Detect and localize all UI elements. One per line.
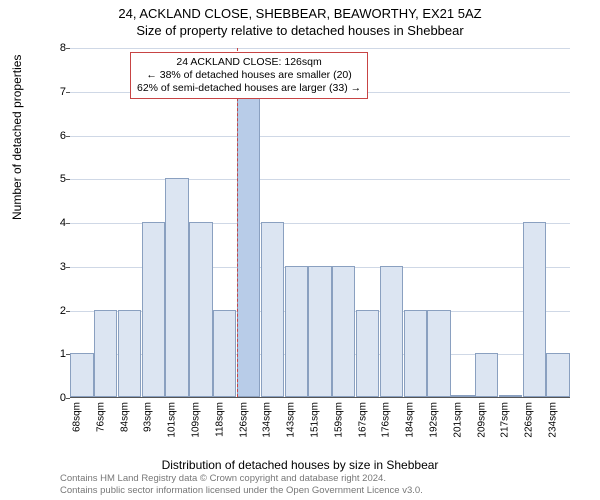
footer-line2: Contains public sector information licen…	[60, 485, 423, 496]
x-tick-label: 201sqm	[452, 402, 463, 438]
x-tick-label: 93sqm	[143, 402, 154, 432]
histogram-bar	[285, 266, 308, 397]
y-tick-label: 1	[48, 348, 66, 360]
y-tick-label: 4	[48, 217, 66, 229]
y-tick-mark	[66, 136, 70, 137]
plot-area: 01234567868sqm76sqm84sqm93sqm101sqm109sq…	[70, 48, 570, 398]
histogram-bar-highlighted	[237, 91, 260, 397]
y-tick-mark	[66, 267, 70, 268]
x-tick-label: 101sqm	[167, 402, 178, 438]
annotation-line1: 24 ACKLAND CLOSE: 126sqm	[137, 56, 361, 69]
y-tick-label: 6	[48, 130, 66, 142]
histogram-bar	[523, 222, 546, 397]
x-tick-label: 151sqm	[310, 402, 321, 438]
y-tick-label: 0	[48, 392, 66, 404]
x-tick-label: 217sqm	[500, 402, 511, 438]
histogram-bar	[94, 310, 117, 398]
histogram-bar	[142, 222, 165, 397]
x-tick-label: 109sqm	[190, 402, 201, 438]
y-tick-mark	[66, 179, 70, 180]
gridline	[70, 136, 570, 137]
annotation-line2: ← 38% of detached houses are smaller (20…	[137, 69, 361, 82]
histogram-bar	[356, 310, 379, 398]
histogram-bar	[70, 353, 93, 397]
histogram-bar	[475, 353, 498, 397]
histogram-bar	[213, 310, 236, 398]
x-tick-label: 226sqm	[524, 402, 535, 438]
histogram-bar	[427, 310, 450, 398]
y-axis-label: Number of detached properties	[10, 55, 24, 220]
y-tick-mark	[66, 223, 70, 224]
y-tick-mark	[66, 398, 70, 399]
annotation-box: 24 ACKLAND CLOSE: 126sqm← 38% of detache…	[130, 52, 368, 99]
histogram-bar	[380, 266, 403, 397]
x-tick-label: 167sqm	[357, 402, 368, 438]
gridline	[70, 179, 570, 180]
footer-line1: Contains HM Land Registry data © Crown c…	[60, 473, 423, 484]
histogram-bar	[499, 395, 522, 397]
histogram-bar	[546, 353, 569, 397]
x-axis-label: Distribution of detached houses by size …	[0, 458, 600, 472]
histogram-bar	[308, 266, 331, 397]
y-tick-mark	[66, 48, 70, 49]
x-tick-label: 143sqm	[286, 402, 297, 438]
annotation-line3: 62% of semi-detached houses are larger (…	[137, 82, 361, 95]
x-tick-label: 159sqm	[333, 402, 344, 438]
histogram-bar	[451, 395, 474, 397]
reference-line	[237, 48, 238, 397]
y-tick-label: 7	[48, 86, 66, 98]
y-tick-label: 8	[48, 42, 66, 54]
x-tick-label: 134sqm	[262, 402, 273, 438]
histogram-bar	[165, 178, 188, 397]
chart-container: 01234567868sqm76sqm84sqm93sqm101sqm109sq…	[48, 48, 570, 428]
y-tick-label: 5	[48, 173, 66, 185]
histogram-bar	[404, 310, 427, 398]
x-tick-label: 118sqm	[214, 402, 225, 437]
histogram-bar	[118, 310, 141, 398]
histogram-bar	[261, 222, 284, 397]
y-tick-label: 3	[48, 261, 66, 273]
attribution-footer: Contains HM Land Registry data © Crown c…	[60, 473, 423, 496]
chart-title-address: 24, ACKLAND CLOSE, SHEBBEAR, BEAWORTHY, …	[0, 6, 600, 21]
y-tick-mark	[66, 92, 70, 93]
x-tick-label: 209sqm	[476, 402, 487, 438]
histogram-bar	[332, 266, 355, 397]
x-tick-label: 176sqm	[381, 402, 392, 438]
chart-title-block: 24, ACKLAND CLOSE, SHEBBEAR, BEAWORTHY, …	[0, 0, 600, 38]
x-tick-label: 184sqm	[405, 402, 416, 438]
x-tick-label: 84sqm	[119, 402, 130, 432]
x-tick-label: 68sqm	[71, 402, 82, 432]
x-tick-label: 126sqm	[238, 402, 249, 438]
x-tick-label: 76sqm	[95, 402, 106, 432]
chart-title-subtitle: Size of property relative to detached ho…	[0, 23, 600, 38]
y-tick-mark	[66, 311, 70, 312]
gridline	[70, 48, 570, 49]
histogram-bar	[189, 222, 212, 397]
x-tick-label: 234sqm	[548, 402, 559, 438]
y-tick-label: 2	[48, 305, 66, 317]
x-tick-label: 192sqm	[429, 402, 440, 438]
